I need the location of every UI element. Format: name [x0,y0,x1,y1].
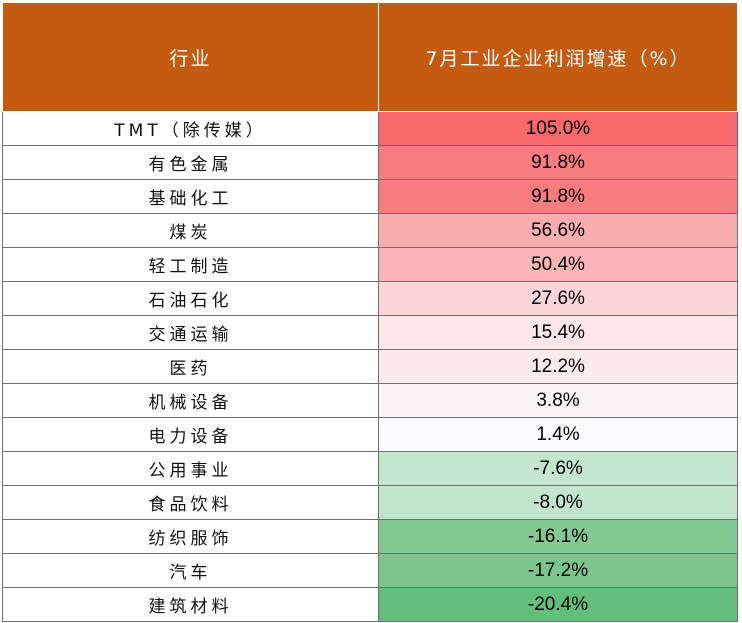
industry-cell: 食品饮料 [2,485,379,520]
growth-value-cell: 50.4% [378,247,738,282]
industry-cell: 公用事业 [2,451,379,486]
table-row: 公用事业 -7.6% [2,451,738,486]
industry-cell: TMT（除传媒） [2,111,379,146]
table-row: 食品饮料 -8.0% [2,485,738,520]
industry-cell: 汽车 [2,553,379,588]
table-row: 汽车 -17.2% [2,553,738,588]
industry-cell: 基础化工 [2,179,379,214]
industry-cell: 纺织服饰 [2,519,379,554]
table-row: 电力设备 1.4% [2,417,738,452]
growth-value-cell: 91.8% [378,145,738,180]
table-row: 煤炭 56.6% [2,213,738,248]
table-row: 机械设备 3.8% [2,383,738,418]
header-industry: 行业 [2,2,379,112]
growth-value-cell: 27.6% [378,281,738,316]
growth-value-cell: -8.0% [378,485,738,520]
growth-value-cell: 12.2% [378,349,738,384]
table-row: 基础化工 91.8% [2,179,738,214]
growth-value-cell: 56.6% [378,213,738,248]
table-row: 有色金属 91.8% [2,145,738,180]
industry-cell: 电力设备 [2,417,379,452]
growth-value-cell: -7.6% [378,451,738,486]
growth-value-cell: -20.4% [378,587,738,622]
table-row: 轻工制造 50.4% [2,247,738,282]
growth-value-cell: 15.4% [378,315,738,350]
table-header-row: 行业 7月工业企业利润增速（%） [2,2,738,112]
industry-cell: 交通运输 [2,315,379,350]
header-profit-growth: 7月工业企业利润增速（%） [378,2,738,112]
table-row: 石油石化 27.6% [2,281,738,316]
industry-cell: 医药 [2,349,379,384]
industry-cell: 有色金属 [2,145,379,180]
industry-cell: 煤炭 [2,213,379,248]
industry-cell: 石油石化 [2,281,379,316]
table-row: 纺织服饰 -16.1% [2,519,738,554]
growth-value-cell: 1.4% [378,417,738,452]
growth-value-cell: -17.2% [378,553,738,588]
table-row: 医药 12.2% [2,349,738,384]
table-row: 交通运输 15.4% [2,315,738,350]
growth-value-cell: 3.8% [378,383,738,418]
industry-cell: 机械设备 [2,383,379,418]
growth-value-cell: -16.1% [378,519,738,554]
industry-cell: 轻工制造 [2,247,379,282]
growth-value-cell: 105.0% [378,111,738,146]
growth-value-cell: 91.8% [378,179,738,214]
table-row: TMT（除传媒） 105.0% [2,111,738,146]
industry-cell: 建筑材料 [2,587,379,622]
table-row: 建筑材料 -20.4% [2,587,738,622]
